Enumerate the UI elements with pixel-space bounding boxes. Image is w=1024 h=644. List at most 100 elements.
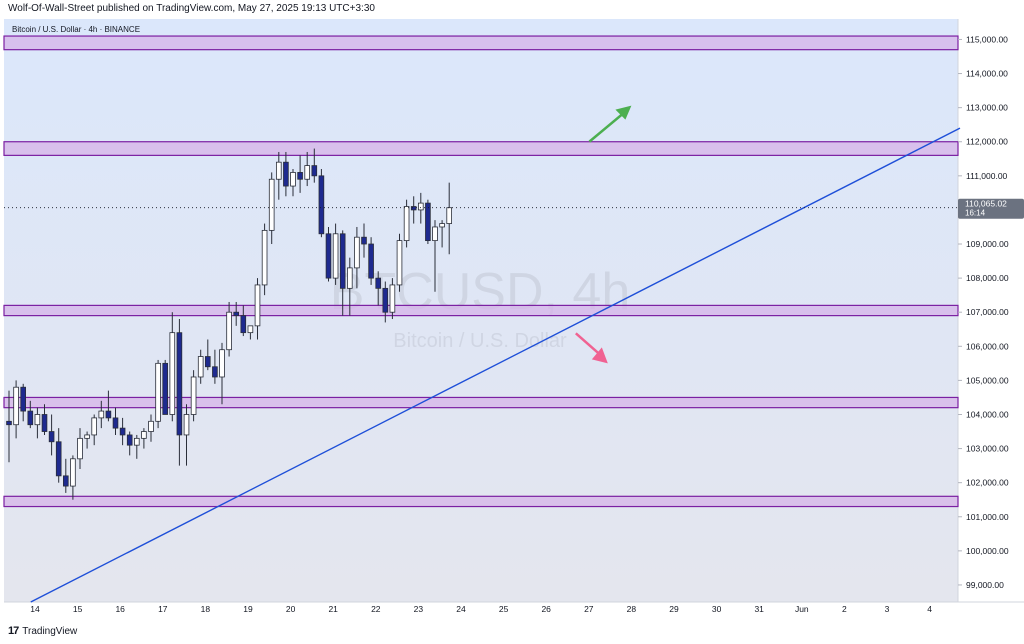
candle-body [141, 431, 147, 439]
resistance-zone [3, 304, 959, 317]
time-tick-label: Jun [795, 604, 809, 614]
candle-body [311, 165, 318, 177]
candle-body [361, 236, 367, 245]
candle-body [119, 427, 126, 436]
candle-body [41, 414, 48, 432]
time-tick-label: 15 [73, 604, 83, 614]
candle-body [190, 376, 197, 415]
last-price-badge [958, 198, 1024, 219]
trendline-layer [30, 127, 961, 603]
resistance-zone [3, 141, 959, 156]
candle-body [55, 441, 62, 477]
arrow-up-head-icon [615, 105, 632, 120]
candle-body [354, 236, 360, 269]
candle-body [226, 311, 232, 351]
publish-header: Wolf-Of-Wall-Street published on Trading… [8, 3, 375, 14]
candle-body [105, 410, 112, 419]
candle-body [212, 366, 218, 378]
price-tick-label: 106,000.00 [966, 341, 1009, 351]
candle-body [446, 207, 452, 224]
time-axis: 14 15 16 17 18 19 20 21 22 23 24 25 26 27 28 29 30 31 Jun 2… [30, 604, 932, 614]
time-tick-label: 21 [328, 604, 338, 614]
price-tick-label: 107,000.00 [966, 307, 1009, 317]
candle-body [197, 356, 204, 378]
candle-body [84, 434, 90, 439]
candle-body [240, 315, 247, 334]
candle-body [148, 420, 154, 432]
candle-body [176, 332, 183, 436]
candle-body [304, 165, 310, 180]
candle-body [268, 178, 275, 231]
time-tick-label: 23 [414, 604, 424, 614]
candles-layer [4, 148, 958, 500]
candle-body [283, 161, 289, 187]
arrow-down-icon [575, 332, 602, 357]
candle-body [297, 172, 303, 180]
candle-body [339, 233, 346, 289]
footer: 17 TradingView [8, 625, 77, 637]
candle-body [261, 229, 268, 286]
candle-body [332, 233, 339, 279]
time-tick-label: 24 [456, 604, 466, 614]
price-axis: 99,000.00 100,000.00 101,000.00 102,000.00 1… [958, 34, 1024, 590]
price-tick-label: 111,000.00 [966, 171, 1008, 181]
candle-body [417, 202, 424, 211]
time-tick-label: 3 [885, 604, 890, 614]
price-axis-background [958, 19, 1024, 602]
time-tick-label: 2 [842, 604, 847, 614]
time-tick-label: 31 [754, 604, 764, 614]
zones-layer [3, 35, 959, 508]
arrow-up-icon [588, 110, 627, 143]
candle-body [204, 356, 211, 368]
candle-body [233, 311, 240, 317]
price-tick-label: 115,000.00 [966, 34, 1008, 44]
candle-body [396, 240, 403, 286]
resistance-zone [3, 396, 959, 409]
price-tick-label: 104,000.00 [966, 409, 1009, 419]
price-tick-label: 100,000.00 [966, 546, 1009, 556]
candle-body [247, 325, 254, 334]
candle-body [91, 417, 98, 436]
candle-body [70, 458, 76, 487]
candle-body [403, 206, 410, 242]
arrow-down-head-icon [591, 347, 608, 364]
candle-body [183, 414, 190, 436]
price-tick-label: 108,000.00 [966, 273, 1009, 283]
time-tick-label: 29 [669, 604, 679, 614]
time-tick-label: 20 [286, 604, 296, 614]
price-tick-label: 103,000.00 [966, 444, 1009, 454]
candle-body [48, 431, 55, 443]
chart-frame[interactable]: BTCUSD, 4h Bitcoin / U.S. Dollar 99,000.0… [0, 19, 1024, 621]
candle-body [98, 410, 105, 419]
candle-body [325, 233, 332, 279]
time-tick-label: 28 [627, 604, 637, 614]
time-tick-label: 27 [584, 604, 594, 614]
candle-body [112, 417, 119, 429]
candle-body [368, 243, 374, 279]
candle-body [27, 410, 34, 426]
brand-name: TradingView [22, 625, 78, 637]
candle-body [169, 332, 176, 415]
price-tick-label: 113,000.00 [966, 103, 1008, 113]
time-tick-label: 17 [158, 604, 168, 614]
resistance-zone [3, 495, 959, 508]
candle-body [13, 386, 19, 426]
candle-body [133, 437, 140, 446]
time-tick-label: 4 [927, 604, 932, 614]
candle-body [6, 420, 12, 426]
time-tick-label: 18 [201, 604, 211, 614]
time-tick-label: 19 [243, 604, 253, 614]
candle-body [155, 362, 161, 422]
candle-body [425, 202, 431, 242]
candle-body [275, 161, 282, 180]
last-price-countdown: 16:14 [965, 209, 986, 218]
candle-body [382, 287, 389, 313]
symbol-label: Bitcoin / U.S. Dollar · 4h · BINANCE [12, 25, 140, 34]
time-tick-label: 25 [499, 604, 509, 614]
tradingview-logo-icon: 17 [8, 625, 19, 637]
resistance-zone [3, 35, 959, 51]
candle-body [410, 206, 417, 211]
candle-body [254, 284, 261, 327]
time-tick-label: 26 [541, 604, 551, 614]
